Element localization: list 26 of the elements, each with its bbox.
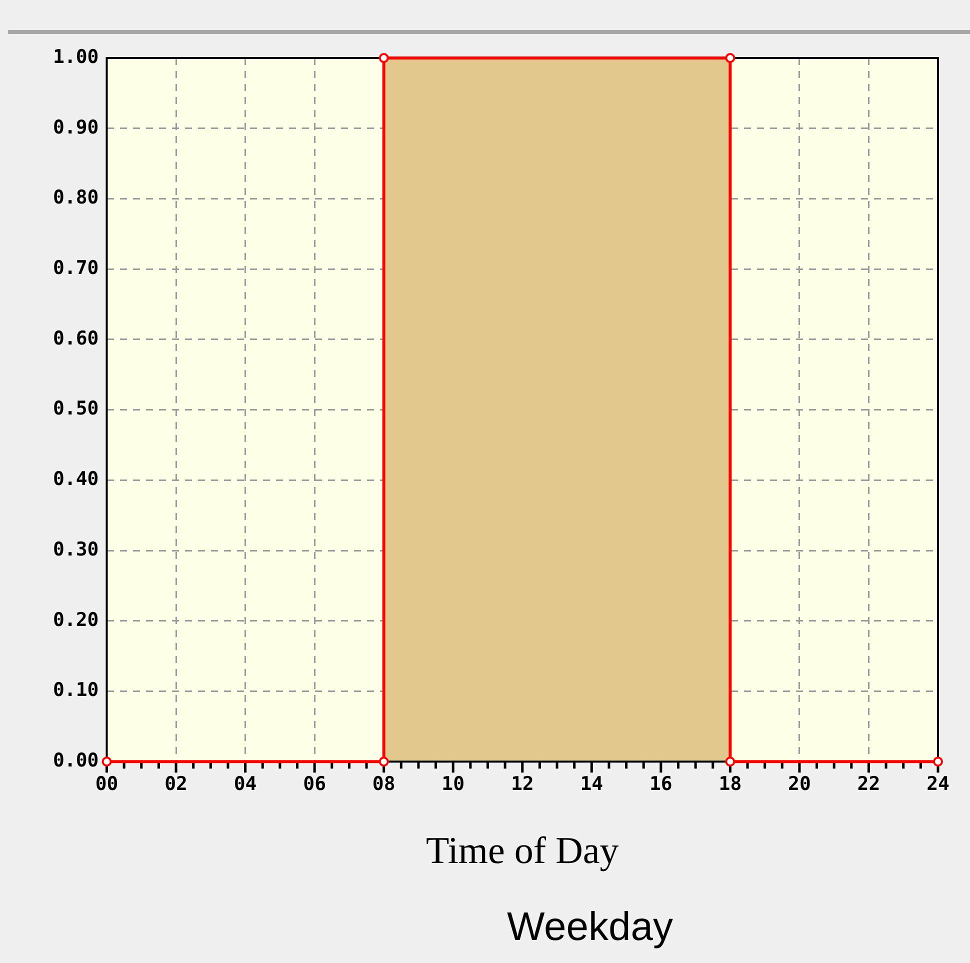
x-tick-label: 12 [510,772,534,795]
y-tick-label: 0.70 [52,257,99,280]
y-tick-label: 0.10 [52,679,99,702]
x-tick-label: 02 [164,772,188,795]
y-tick-label: 0.80 [52,186,99,209]
x-tick-label: 14 [580,772,604,795]
y-tick-label: 0.00 [52,750,99,772]
x-tick-label: 22 [857,772,880,795]
x-tick-label: 16 [649,772,672,795]
y-tick-label: 1.00 [52,46,99,68]
y-tick-label: 0.60 [52,327,99,350]
y-tick-label: 0.20 [52,608,99,631]
x-tick-label: 00 [95,772,118,795]
x-axis-title: Time of Day [426,830,619,872]
text: Weekday [506,905,674,950]
x-tick-label: 04 [234,772,257,795]
x-tick-label: 18 [718,772,742,795]
y-tick-label: 0.30 [52,538,99,560]
y-tick-label: 0.50 [52,398,99,420]
x-tick-label: 20 [788,772,811,795]
x-tick-label: 06 [303,772,326,795]
x-tick-label: 10 [442,772,465,795]
y-tick-label: 0.90 [52,116,99,138]
y-tick-label: 0.40 [52,468,99,490]
x-tick-label: 24 [926,772,950,795]
x-tick-label: 08 [372,772,396,795]
